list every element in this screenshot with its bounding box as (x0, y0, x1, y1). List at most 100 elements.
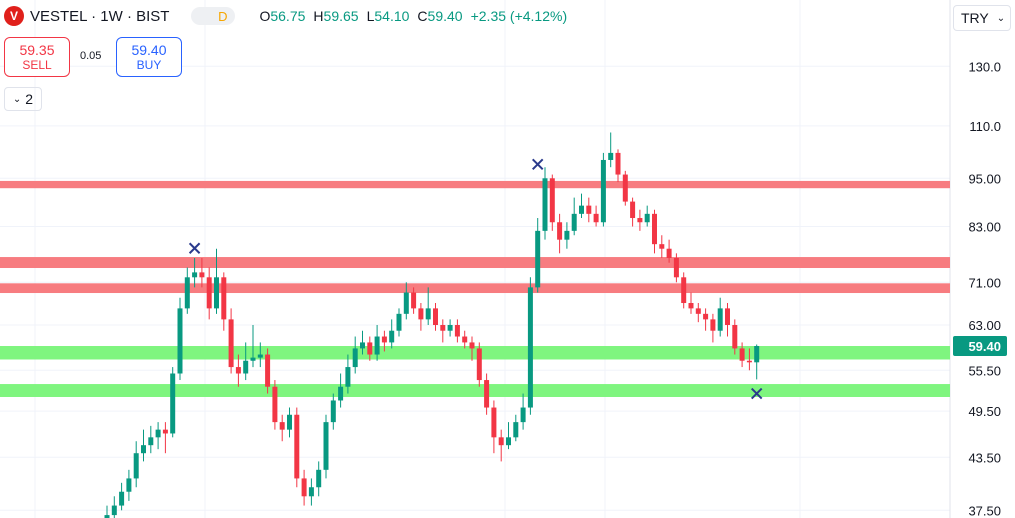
candle-body (184, 277, 190, 309)
y-tick-label: 43.50 (968, 450, 1001, 465)
candle-body (586, 205, 592, 214)
candle-body (301, 478, 307, 497)
ohlc: O56.75 H59.65 L54.10 C59.40 +2.35 (+4.12%) (259, 8, 575, 24)
candle-body (557, 222, 563, 240)
c-label: C (417, 8, 428, 24)
candle-body (462, 336, 468, 343)
x-marker (531, 158, 544, 170)
candle-body (418, 308, 424, 320)
x-marker (750, 387, 763, 400)
candle-body (177, 308, 183, 374)
l-value: 54.10 (374, 8, 410, 24)
candle-body (308, 487, 314, 497)
price-label-box (953, 336, 1007, 357)
candle-body (579, 205, 584, 214)
candle-body (447, 324, 453, 331)
candle-body (732, 324, 738, 349)
logo: V (4, 6, 24, 26)
candle-body (571, 213, 577, 231)
candle-body (294, 414, 300, 479)
buy-button[interactable]: 59.40 BUY (116, 37, 182, 77)
y-tick-label: 71.00 (968, 275, 1001, 290)
candle-body (214, 277, 219, 309)
candle-body (498, 437, 504, 446)
change: +2.35 (+4.12%) (470, 8, 568, 24)
candle-body (330, 400, 336, 423)
zone (0, 346, 950, 360)
symbol-title[interactable]: VESTEL · 1W · BIST (30, 7, 170, 25)
candle-body (367, 342, 373, 355)
candle-body (206, 277, 212, 309)
candle-body (126, 478, 132, 492)
sell-label: SELL (22, 58, 52, 72)
candle-body (403, 292, 409, 314)
candle-body (170, 373, 176, 434)
y-tick-label: 37.50 (968, 503, 1001, 518)
candle-body (221, 277, 227, 320)
candle-body (746, 360, 752, 363)
candle-body (666, 248, 672, 258)
candle-body (725, 308, 730, 325)
zone (0, 283, 950, 294)
candle-body (192, 272, 198, 278)
candle-body (389, 330, 395, 343)
candle-body (608, 152, 614, 160)
candle-body (104, 515, 110, 518)
o-value: 56.75 (270, 8, 306, 24)
candle-body (425, 308, 431, 320)
candle-body (615, 152, 621, 175)
y-tick-label: 49.50 (968, 404, 1001, 419)
buy-label: BUY (136, 58, 162, 72)
y-tick-label: 130.0 (968, 59, 1001, 74)
y-tick-label: 83.00 (968, 220, 1001, 235)
candle-body (469, 342, 475, 349)
spread: 0.05 (80, 50, 102, 62)
candle-body (454, 324, 460, 337)
candle-body (257, 354, 263, 358)
candle-body (338, 386, 344, 401)
candle-body (381, 336, 387, 343)
y-tick-label: 110.0 (969, 119, 1001, 134)
buy-price: 59.40 (131, 42, 167, 58)
candle-body (630, 201, 636, 219)
candle-body (360, 342, 365, 349)
zone (0, 180, 950, 189)
candle-body (279, 422, 285, 430)
quantity: 2 (25, 91, 34, 107)
candle-body (491, 407, 497, 438)
candle-body (644, 213, 650, 223)
candle-body (710, 319, 716, 331)
candle-body (352, 348, 358, 368)
sell-button[interactable]: 59.35 SELL (4, 37, 70, 77)
candle-body (506, 437, 511, 446)
candle-body (637, 218, 643, 223)
candle-body (549, 178, 555, 223)
currency-select[interactable]: TRY ⌄ (953, 5, 1011, 31)
candle-body (681, 277, 687, 304)
candle-body (141, 445, 146, 454)
sell-price: 59.35 (19, 42, 55, 58)
candle-body (673, 257, 679, 278)
interval-toggle[interactable]: D (191, 7, 236, 25)
candle-body (199, 272, 205, 278)
candle-body (484, 380, 490, 408)
h-label: H (313, 8, 324, 24)
currency: TRY (961, 10, 989, 26)
candle-body (235, 367, 241, 374)
candle-body (411, 292, 417, 309)
l-label: L (366, 8, 375, 24)
candle-body (272, 386, 278, 423)
candle-body (433, 308, 438, 325)
candle-body (659, 244, 665, 249)
candle-body (527, 287, 533, 408)
h-value: 59.65 (323, 8, 359, 24)
candle-body (717, 308, 723, 331)
candle-body (250, 357, 256, 361)
candle-body (542, 178, 548, 231)
header: V VESTEL · 1W · BIST D O56.75 H59.65 L54.1… (4, 6, 575, 26)
candle-body (703, 313, 709, 320)
quantity-toggle[interactable]: ⌄ 2 (4, 87, 42, 111)
y-tick-label: 95.00 (968, 171, 1001, 186)
